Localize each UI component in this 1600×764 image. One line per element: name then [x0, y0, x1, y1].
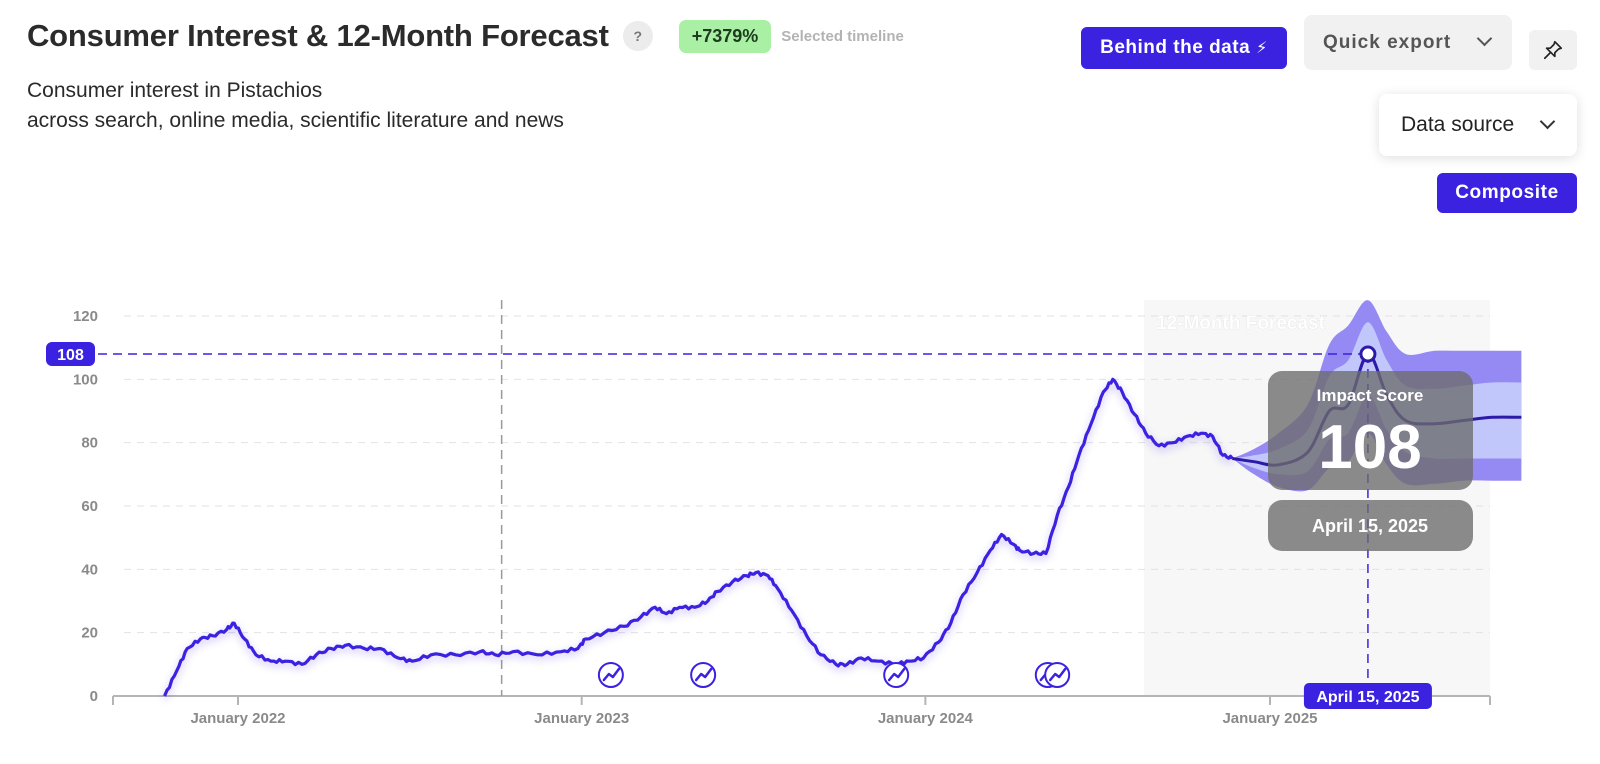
growth-badge: +7379% [678, 19, 772, 53]
pin-button[interactable] [1529, 30, 1577, 70]
y-tick-label: 120 [73, 308, 98, 325]
y-tick-label: 100 [73, 371, 98, 388]
behind-the-data-label: Behind the data [1100, 37, 1251, 58]
lightning-icon: ⚡ [1256, 40, 1268, 57]
quick-export-label: Quick export [1323, 31, 1452, 53]
event-marker-icon[interactable] [690, 662, 717, 688]
y-tick-label: 20 [81, 625, 98, 642]
x-tick-label: January 2022 [190, 710, 285, 727]
event-marker-icon[interactable] [597, 662, 624, 688]
y-tick-label: 60 [81, 498, 98, 515]
data-source-dropdown[interactable]: Data source [1379, 94, 1577, 156]
composite-button[interactable]: Composite [1437, 173, 1577, 213]
behind-the-data-button[interactable]: Behind the data ⚡ [1081, 27, 1287, 69]
event-marker-icon[interactable] [883, 662, 910, 688]
help-icon[interactable]: ? [622, 21, 653, 51]
y-tick-label: 0 [90, 688, 98, 705]
x-tick-label: January 2024 [878, 710, 974, 727]
pin-icon [1543, 40, 1563, 60]
data-source-label: Data source [1401, 113, 1515, 136]
x-tick-label: January 2023 [534, 710, 629, 727]
page-title: Consumer Interest & 12-Month Forecast [27, 18, 609, 53]
y-tick-label: 40 [81, 561, 98, 578]
quick-export-dropdown[interactable]: Quick export [1304, 15, 1512, 70]
event-marker-icon[interactable] [1044, 662, 1071, 688]
tooltip-title: Impact Score [1317, 386, 1424, 405]
tooltip-date-box [1268, 500, 1473, 551]
subtitle-line-2: across search, online media, scientific … [27, 109, 564, 132]
tooltip-date: April 15, 2025 [1312, 516, 1428, 536]
title-row: Consumer Interest & 12-Month Forecast ? … [27, 18, 904, 54]
hover-value-pill-label: 108 [57, 347, 84, 364]
x-tick-label: January 2025 [1222, 710, 1317, 727]
series-line-historical[interactable] [163, 377, 1234, 697]
chart-subtitle: Consumer interest in Pistachios across s… [27, 76, 564, 136]
hover-point[interactable] [1359, 345, 1377, 363]
subtitle-line-1: Consumer interest in Pistachios [27, 79, 323, 102]
forecast-label: 12-Month Forecast [1156, 313, 1326, 334]
tooltip-value: 108 [1318, 413, 1421, 482]
hover-date-pill [1303, 683, 1432, 709]
tooltip-box [1268, 371, 1473, 490]
y-tick-label: 80 [81, 435, 98, 452]
growth-caption: Selected timeline [781, 27, 904, 45]
hover-date-pill-label: April 15, 2025 [1316, 689, 1419, 706]
hover-value-pill [46, 342, 95, 366]
